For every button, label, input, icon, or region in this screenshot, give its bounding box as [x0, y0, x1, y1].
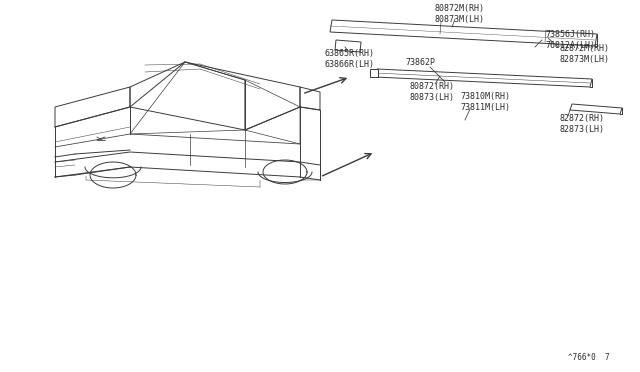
- Text: 82872M(RH)
82873M(LH): 82872M(RH) 82873M(LH): [560, 44, 610, 64]
- Polygon shape: [335, 40, 361, 52]
- Polygon shape: [570, 104, 622, 114]
- Text: 82872(RH)
82873(LH): 82872(RH) 82873(LH): [560, 114, 605, 134]
- Text: ^766*0  7: ^766*0 7: [568, 353, 610, 362]
- Text: 73810M(RH)
73811M(LH): 73810M(RH) 73811M(LH): [460, 92, 510, 112]
- Polygon shape: [330, 20, 597, 46]
- Polygon shape: [375, 69, 592, 87]
- Text: 80872(RH)
80873(LH): 80872(RH) 80873(LH): [410, 82, 455, 102]
- Text: 73856J(RH)
76812A(LH): 73856J(RH) 76812A(LH): [545, 30, 595, 50]
- Text: 73862P: 73862P: [405, 58, 435, 67]
- Text: 80872M(RH)
80873M(LH): 80872M(RH) 80873M(LH): [435, 4, 485, 24]
- Polygon shape: [370, 69, 378, 77]
- Text: 63865R(RH)
63866R(LH): 63865R(RH) 63866R(LH): [325, 49, 375, 69]
